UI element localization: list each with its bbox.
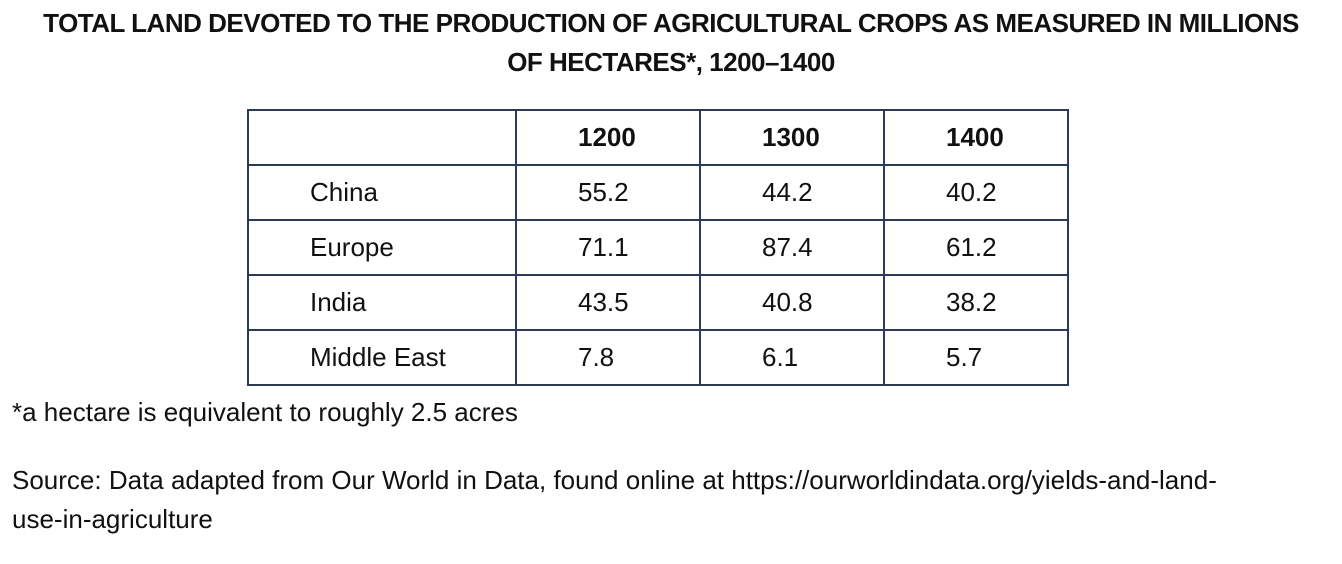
header-year-1400: 1400 <box>883 109 1069 166</box>
value-cell: 7.8 <box>515 329 701 386</box>
source-line-1: Source: Data adapted from Our World in D… <box>12 465 1217 495</box>
table-row: India 43.5 40.8 38.2 <box>247 274 1069 331</box>
table-row: China 55.2 44.2 40.2 <box>247 164 1069 221</box>
region-cell: India <box>247 274 517 331</box>
value-cell: 40.8 <box>699 274 885 331</box>
region-cell: China <box>247 164 517 221</box>
value-cell: 40.2 <box>883 164 1069 221</box>
region-cell: Europe <box>247 219 517 276</box>
header-year-1300: 1300 <box>699 109 885 166</box>
source-line-2: use-in-agriculture <box>12 504 213 534</box>
value-cell: 61.2 <box>883 219 1069 276</box>
table-row: Middle East 7.8 6.1 5.7 <box>247 329 1069 386</box>
title-line-2: OF HECTARES*, 1200–1400 <box>507 47 835 77</box>
value-cell: 38.2 <box>883 274 1069 331</box>
source-citation: Source: Data adapted from Our World in D… <box>12 461 1322 539</box>
value-cell: 5.7 <box>883 329 1069 386</box>
value-cell: 55.2 <box>515 164 701 221</box>
value-cell: 6.1 <box>699 329 885 386</box>
value-cell: 44.2 <box>699 164 885 221</box>
header-corner-cell <box>247 109 517 166</box>
value-cell: 71.1 <box>515 219 701 276</box>
title-line-1: TOTAL LAND DEVOTED TO THE PRODUCTION OF … <box>43 8 1299 38</box>
region-cell: Middle East <box>247 329 517 386</box>
land-data-table: 1200 1300 1400 China 55.2 44.2 40.2 Euro… <box>247 109 1069 386</box>
header-year-1200: 1200 <box>515 109 701 166</box>
hectare-footnote: *a hectare is equivalent to roughly 2.5 … <box>12 397 518 427</box>
value-cell: 43.5 <box>515 274 701 331</box>
table-header-row: 1200 1300 1400 <box>247 109 1069 166</box>
document-title: TOTAL LAND DEVOTED TO THE PRODUCTION OF … <box>0 4 1342 82</box>
value-cell: 87.4 <box>699 219 885 276</box>
table-row: Europe 71.1 87.4 61.2 <box>247 219 1069 276</box>
